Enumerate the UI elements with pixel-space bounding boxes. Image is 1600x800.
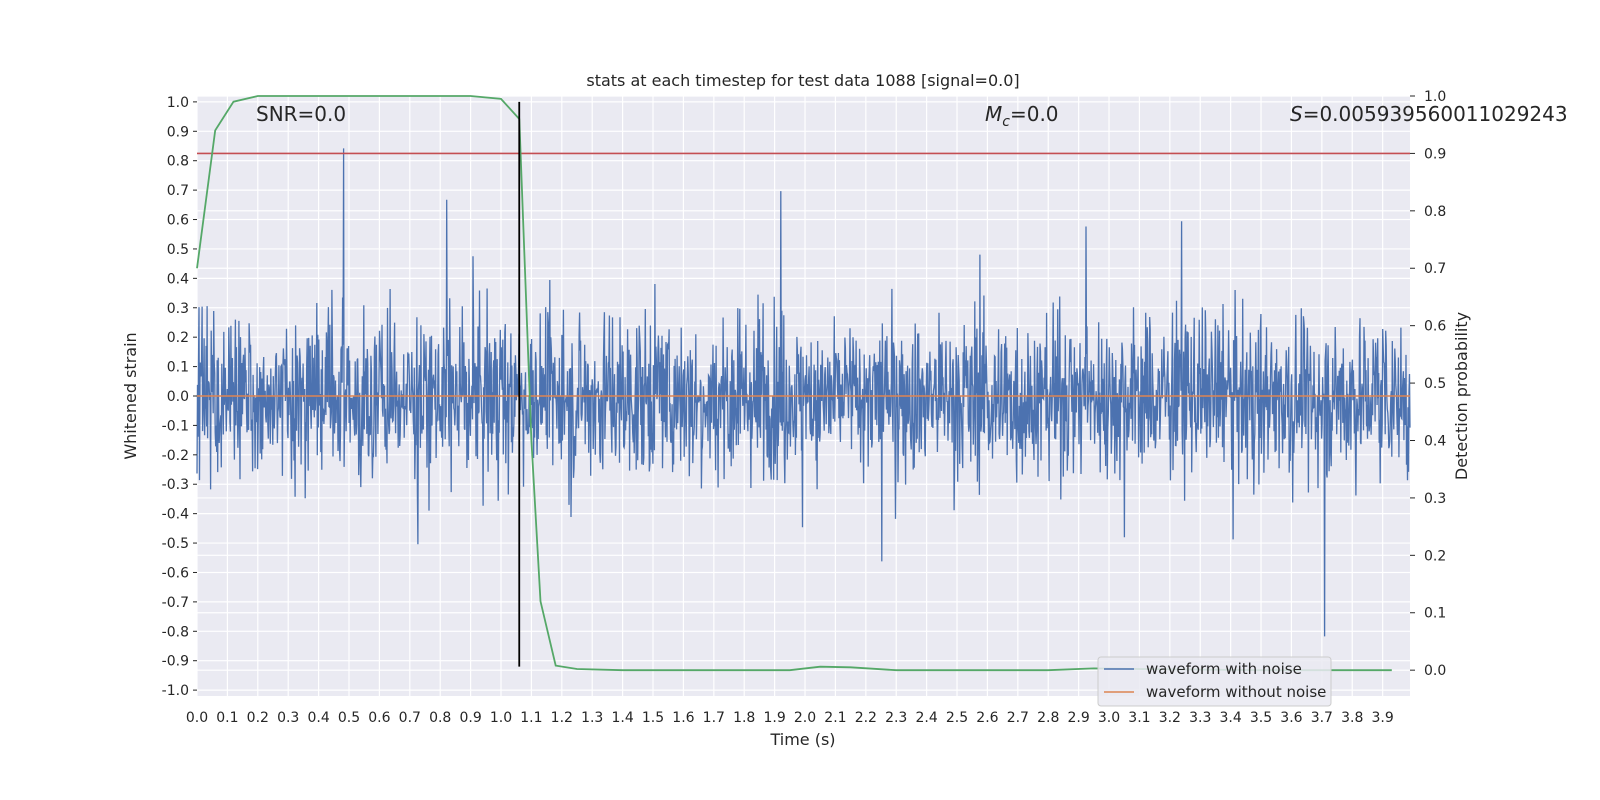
x-tick-label: 3.1 xyxy=(1128,710,1150,726)
x-tick-label: 2.0 xyxy=(794,710,816,726)
y-tick-label: 0.6 xyxy=(167,213,189,229)
y2-tick-label: 0.6 xyxy=(1424,319,1446,335)
y-tick-label: -0.3 xyxy=(162,477,189,493)
x-tick-label: 0.7 xyxy=(399,710,421,726)
y2-tick-label: 0.3 xyxy=(1424,491,1446,507)
x-tick-label: 2.4 xyxy=(915,710,937,726)
y-tick-label: -0.4 xyxy=(162,507,189,523)
y-tick-label: 0.8 xyxy=(167,154,189,170)
y-tick-label: 0.0 xyxy=(167,389,189,405)
x-tick-label: 0.9 xyxy=(459,710,481,726)
x-tick-label: 2.3 xyxy=(885,710,907,726)
y2-tick-label: 0.7 xyxy=(1424,261,1446,277)
mc-annotation: Mc=0.0 xyxy=(985,102,1059,130)
y-tick-label: 0.7 xyxy=(167,183,189,199)
x-tick-label: 1.5 xyxy=(642,710,664,726)
s-symbol: S xyxy=(1290,102,1303,126)
y-tick-label: -0.6 xyxy=(162,565,189,581)
noise-series xyxy=(196,148,1411,637)
y-tick-label: 0.9 xyxy=(167,124,189,140)
x-tick-label: 0.0 xyxy=(186,710,208,726)
x-tick-label: 3.8 xyxy=(1341,710,1363,726)
x-tick-label: 0.8 xyxy=(429,710,451,726)
x-tick-label: 0.4 xyxy=(307,710,329,726)
legend: waveform with noise waveform without noi… xyxy=(1097,656,1332,707)
x-tick-label: 3.9 xyxy=(1372,710,1394,726)
y2-axis-label: Detection probability xyxy=(1452,312,1471,480)
x-tick-label: 0.3 xyxy=(277,710,299,726)
x-tick-label: 1.9 xyxy=(763,710,785,726)
s-annotation: S=0.005939560011029243 xyxy=(1290,102,1568,126)
snr-annotation: SNR=0.0 xyxy=(256,102,346,126)
y2-tick-label: 0.4 xyxy=(1424,433,1446,449)
x-tick-label: 3.3 xyxy=(1189,710,1211,726)
x-tick-label: 2.5 xyxy=(946,710,968,726)
x-tick-label: 1.2 xyxy=(551,710,573,726)
y-tick-label: -0.1 xyxy=(162,418,189,434)
x-tick-label: 0.1 xyxy=(216,710,238,726)
y-tick-label: -0.5 xyxy=(162,536,189,552)
y-tick-label: 0.1 xyxy=(167,360,189,376)
y-tick-label: -1.0 xyxy=(162,683,189,699)
x-tick-label: 1.4 xyxy=(611,710,633,726)
y-tick-label: 1.0 xyxy=(167,95,189,111)
x-tick-label: 3.5 xyxy=(1250,710,1272,726)
waveform-with-noise-line xyxy=(196,148,1411,637)
x-tick-label: 3.2 xyxy=(1159,710,1181,726)
y2-tick-label: 0.9 xyxy=(1424,146,1446,162)
legend-label-clean: waveform without noise xyxy=(1146,683,1326,701)
x-tick-label: 3.7 xyxy=(1311,710,1333,726)
x-tick-label: 2.9 xyxy=(1067,710,1089,726)
y-tick-label: 0.3 xyxy=(167,301,189,317)
line-series xyxy=(196,95,1410,672)
x-tick-label: 3.4 xyxy=(1220,710,1242,726)
x-tick-label: 2.1 xyxy=(824,710,846,726)
x-tick-label: 2.2 xyxy=(855,710,877,726)
mc-value: =0.0 xyxy=(1010,102,1059,126)
y2-tick-label: 0.2 xyxy=(1424,548,1446,564)
y2-tick-label: 0.0 xyxy=(1424,663,1446,679)
axes: 0.0 0.1 0.2 0.3 0.4 0.5 0.6 0.7 0.8 0.9 1.0 1.1 1.2 1… xyxy=(162,89,1447,726)
y-axis-label: Whitened strain xyxy=(121,332,140,459)
y-tick-label: -0.9 xyxy=(162,654,189,670)
x-tick-label: 2.8 xyxy=(1037,710,1059,726)
y2-tick-label: 0.5 xyxy=(1424,376,1446,392)
x-tick-label: 3.6 xyxy=(1280,710,1302,726)
y-tick-label: -0.7 xyxy=(162,595,189,611)
y2-tick-label: 0.1 xyxy=(1424,606,1446,622)
s-value: =0.005939560011029243 xyxy=(1303,102,1568,126)
x-tick-label: 1.3 xyxy=(581,710,603,726)
mc-symbol: M xyxy=(985,102,1002,126)
y-tick-label: -0.2 xyxy=(162,448,189,464)
y2-tick-label: 1.0 xyxy=(1424,89,1446,105)
detection-probability-line xyxy=(196,95,1392,672)
x-tick-label: 2.7 xyxy=(1007,710,1029,726)
x-tick-label: 1.6 xyxy=(672,710,694,726)
x-tick-label: 3.0 xyxy=(1098,710,1120,726)
y-tick-label: -0.8 xyxy=(162,624,189,640)
y-tick-label: 0.5 xyxy=(167,242,189,258)
chart-title: stats at each timestep for test data 108… xyxy=(586,71,1019,90)
x-tick-label: 1.0 xyxy=(490,710,512,726)
x-tick-label: 0.2 xyxy=(247,710,269,726)
x-tick-label: 0.5 xyxy=(338,710,360,726)
legend-label-noise: waveform with noise xyxy=(1146,660,1302,678)
x-tick-label: 0.6 xyxy=(368,710,390,726)
x-tick-label: 1.1 xyxy=(520,710,542,726)
mc-subscript: c xyxy=(1002,114,1010,130)
x-tick-label: 2.6 xyxy=(976,710,998,726)
legend-box xyxy=(1097,656,1332,707)
x-tick-label: 1.8 xyxy=(733,710,755,726)
x-tick-label: 1.7 xyxy=(703,710,725,726)
y2-tick-label: 0.8 xyxy=(1424,204,1446,220)
y-tick-label: 0.4 xyxy=(167,271,189,287)
x-axis-label: Time (s) xyxy=(769,730,835,749)
y-tick-label: 0.2 xyxy=(167,330,189,346)
